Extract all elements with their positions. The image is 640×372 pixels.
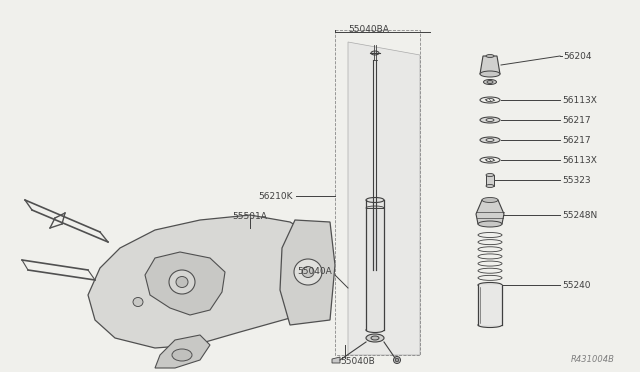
Ellipse shape [366,206,384,210]
Bar [478,285,502,325]
Ellipse shape [486,173,494,176]
Polygon shape [155,335,210,368]
Polygon shape [480,56,500,74]
Ellipse shape [366,327,384,333]
Ellipse shape [486,55,494,58]
Ellipse shape [366,334,384,342]
Ellipse shape [366,198,384,202]
Ellipse shape [176,276,188,288]
Polygon shape [88,215,320,348]
Text: 55040B: 55040B [340,356,375,366]
Ellipse shape [394,356,401,363]
Polygon shape [348,42,420,355]
Ellipse shape [396,358,399,362]
Text: 55240: 55240 [562,280,591,289]
Polygon shape [145,252,225,315]
Ellipse shape [483,80,497,84]
Text: 56217: 56217 [562,135,591,144]
Text: 56113X: 56113X [562,96,597,105]
Text: 55248N: 55248N [562,211,597,219]
Polygon shape [332,357,340,363]
Ellipse shape [478,323,502,327]
Text: 56210K: 56210K [259,192,293,201]
Ellipse shape [480,137,500,143]
Ellipse shape [302,266,314,278]
Ellipse shape [482,198,498,202]
Bar [366,208,384,330]
Text: R431004B: R431004B [571,356,615,365]
Ellipse shape [478,282,502,288]
Ellipse shape [169,270,195,294]
Text: 55501A: 55501A [232,212,268,221]
Ellipse shape [172,349,192,361]
Polygon shape [476,200,504,224]
Ellipse shape [480,117,500,123]
Ellipse shape [133,298,143,307]
Text: 55040BA: 55040BA [348,25,389,33]
Ellipse shape [371,51,379,55]
Ellipse shape [486,185,494,187]
Polygon shape [280,220,335,325]
Text: 56113X: 56113X [562,155,597,164]
Text: 56204: 56204 [563,51,591,61]
Ellipse shape [371,336,379,340]
Bar [486,175,494,186]
Ellipse shape [480,71,500,77]
Ellipse shape [294,259,322,285]
Ellipse shape [487,80,493,83]
Text: 55040A: 55040A [297,267,332,276]
Text: 56217: 56217 [562,115,591,125]
Text: 55323: 55323 [562,176,591,185]
Ellipse shape [478,221,502,227]
